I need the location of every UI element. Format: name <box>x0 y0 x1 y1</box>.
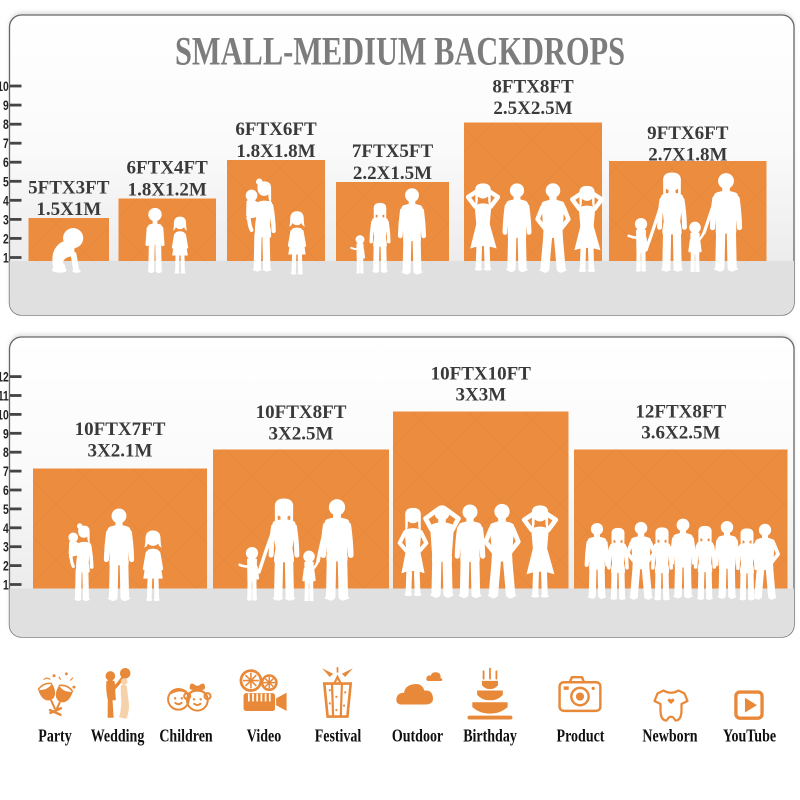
svg-text:6: 6 <box>3 155 9 171</box>
svg-text:10: 10 <box>0 407 9 423</box>
svg-text:1.5X1M: 1.5X1M <box>36 199 101 220</box>
svg-text:9: 9 <box>3 426 9 442</box>
svg-text:6FTX6FT: 6FTX6FT <box>235 119 317 140</box>
svg-text:3X3M: 3X3M <box>455 385 506 406</box>
svg-text:Wedding: Wedding <box>91 727 145 746</box>
svg-text:Video: Video <box>247 727 282 746</box>
svg-text:4: 4 <box>3 520 9 536</box>
svg-text:Newborn: Newborn <box>642 727 697 746</box>
svg-text:2.2X1.5M: 2.2X1.5M <box>353 163 432 184</box>
svg-text:3.6X2.5M: 3.6X2.5M <box>641 423 720 444</box>
svg-text:3: 3 <box>3 539 9 555</box>
svg-text:5: 5 <box>3 501 9 517</box>
svg-text:2.7X1.8M: 2.7X1.8M <box>648 145 727 166</box>
svg-text:11: 11 <box>0 388 9 404</box>
svg-text:3: 3 <box>3 212 9 228</box>
svg-text:8FTX8FT: 8FTX8FT <box>492 77 574 98</box>
svg-text:10: 10 <box>0 78 9 94</box>
svg-text:5FTX3FT: 5FTX3FT <box>28 178 110 199</box>
svg-text:9: 9 <box>3 98 9 114</box>
svg-text:8: 8 <box>3 117 9 133</box>
svg-text:YouTube: YouTube <box>723 727 776 746</box>
svg-text:2: 2 <box>3 231 9 247</box>
svg-text:10FTX10FT: 10FTX10FT <box>431 364 532 385</box>
svg-text:8: 8 <box>3 445 9 461</box>
svg-text:3X2.5M: 3X2.5M <box>269 424 334 445</box>
svg-text:1: 1 <box>3 577 9 593</box>
svg-text:12: 12 <box>0 369 9 385</box>
svg-text:6FTX4FT: 6FTX4FT <box>127 158 209 179</box>
svg-text:Product: Product <box>557 727 606 746</box>
svg-text:SMALL-MEDIUM BACKDROPS: SMALL-MEDIUM BACKDROPS <box>175 28 625 73</box>
svg-text:1: 1 <box>3 250 9 266</box>
svg-text:1.8X1.2M: 1.8X1.2M <box>128 180 207 201</box>
svg-text:12FTX8FT: 12FTX8FT <box>635 402 726 423</box>
svg-text:7FTX5FT: 7FTX5FT <box>352 141 434 162</box>
svg-text:2: 2 <box>3 558 9 574</box>
svg-text:1.8X1.8M: 1.8X1.8M <box>236 141 315 162</box>
svg-text:Festival: Festival <box>315 727 362 746</box>
svg-text:4: 4 <box>3 193 9 209</box>
svg-text:Birthday: Birthday <box>463 727 517 746</box>
svg-text:3X2.1M: 3X2.1M <box>88 441 153 462</box>
svg-text:7: 7 <box>3 136 9 152</box>
svg-text:10FTX7FT: 10FTX7FT <box>75 419 166 440</box>
svg-text:2.5X2.5M: 2.5X2.5M <box>493 98 572 119</box>
svg-text:5: 5 <box>3 174 9 190</box>
svg-text:9FTX6FT: 9FTX6FT <box>647 123 729 144</box>
svg-text:6: 6 <box>3 482 9 498</box>
svg-text:10FTX8FT: 10FTX8FT <box>256 402 347 423</box>
svg-text:Party: Party <box>38 727 71 746</box>
svg-text:7: 7 <box>3 464 9 480</box>
svg-text:Outdoor: Outdoor <box>392 727 443 746</box>
svg-text:Children: Children <box>159 727 213 746</box>
